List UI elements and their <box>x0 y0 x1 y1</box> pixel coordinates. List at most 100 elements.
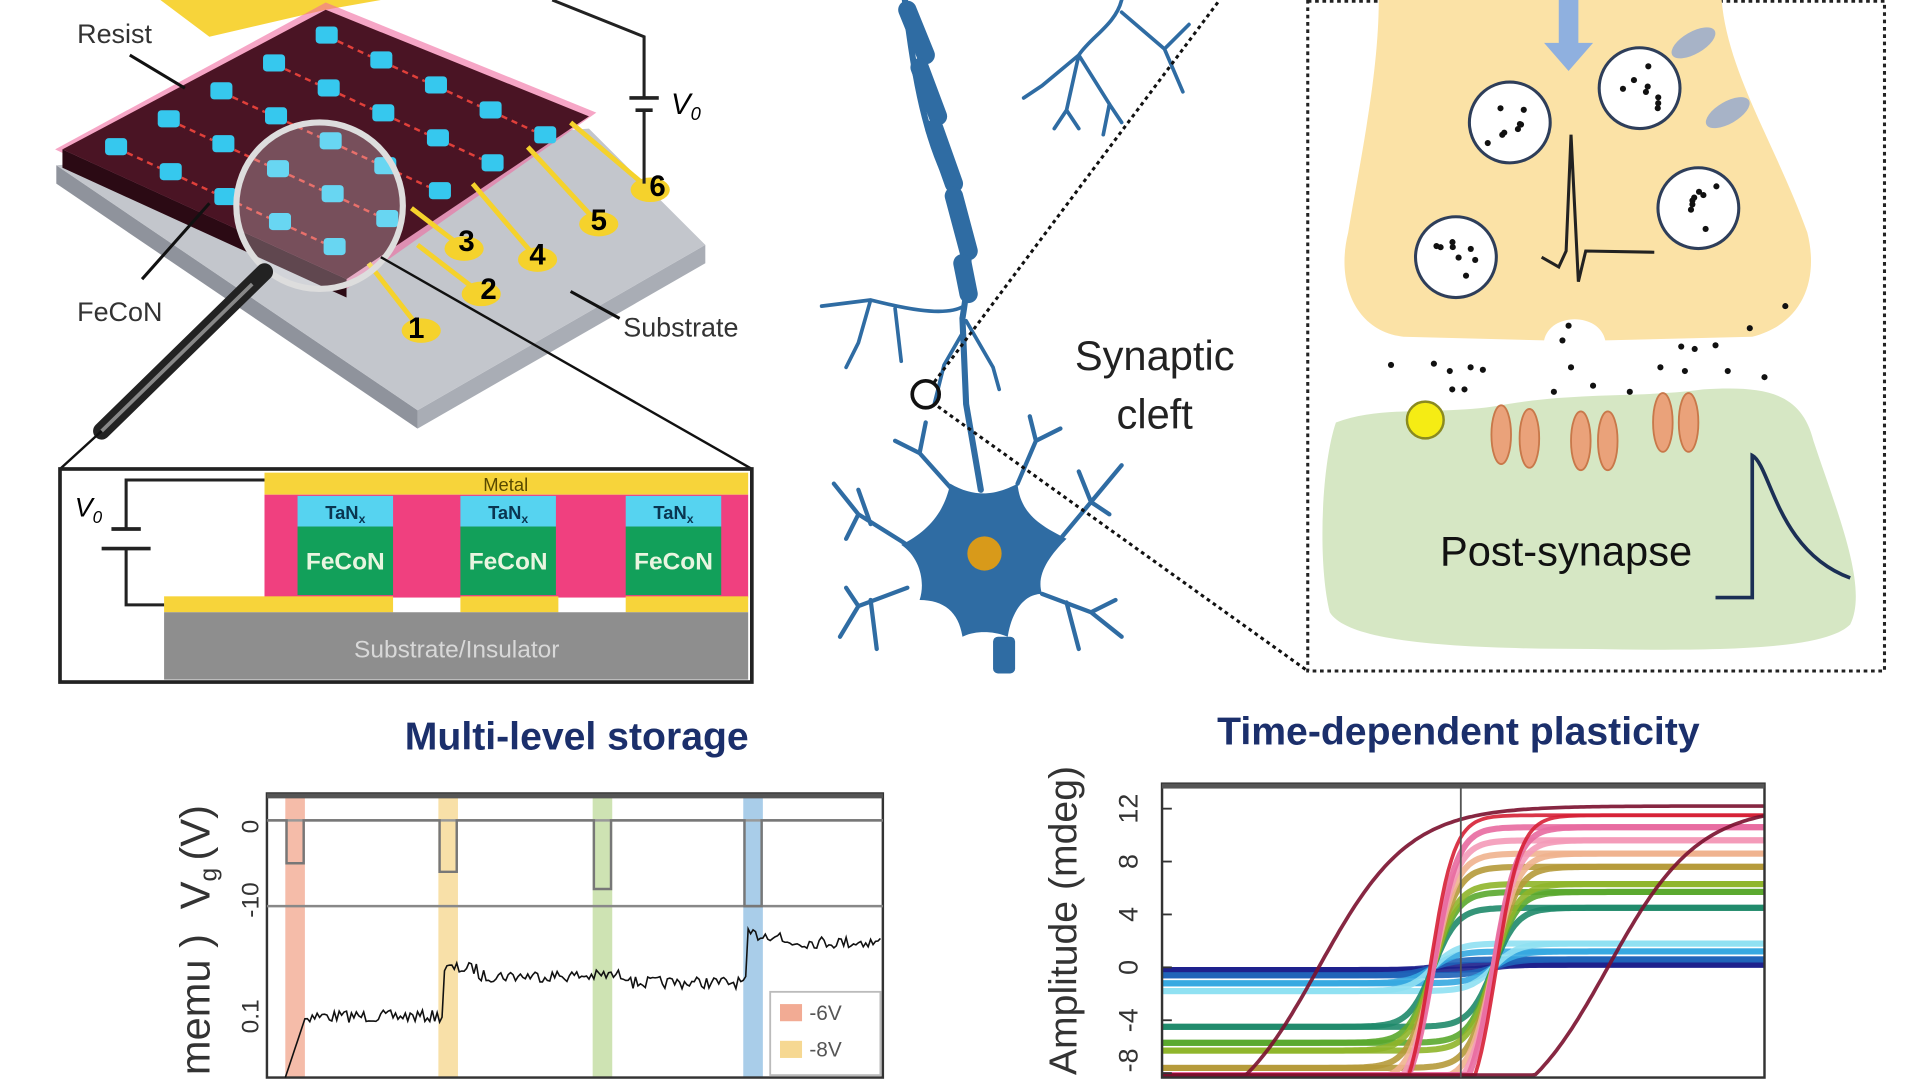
pillar <box>266 160 290 178</box>
neurotransmitter-dot <box>1565 322 1572 329</box>
pillar <box>321 185 344 203</box>
y-axis-label: Amplitude (mdeg) <box>1042 766 1085 1075</box>
bottom-electrode-2 <box>460 596 559 613</box>
legend-label: -6V <box>809 1002 841 1025</box>
connection-line <box>233 148 268 167</box>
synapse-detail: Post-synapse <box>1306 0 1887 673</box>
pillar <box>426 129 449 147</box>
ytick-minus-10: -10 <box>237 882 264 917</box>
bottom-electrode-3 <box>625 596 749 613</box>
magnifier-handle-highlight <box>100 282 254 433</box>
neurotransmitter-dot <box>1467 245 1474 252</box>
cell-2: TaNx FeCoN <box>460 495 556 596</box>
plot-top-border <box>266 793 883 799</box>
lead <box>366 261 424 333</box>
legend-swatch <box>780 1004 803 1022</box>
lead <box>470 182 540 262</box>
synapse-highlight-circle <box>910 378 942 410</box>
chart-title: Multi-level storage <box>405 715 749 758</box>
svg-text:FeCoN: FeCoN <box>469 548 548 575</box>
pillar <box>376 210 399 228</box>
vesicle-membrane <box>1597 46 1682 131</box>
connection-line <box>181 176 215 195</box>
neurotransmitter-dot <box>1472 256 1479 264</box>
hysteresis-loop <box>1162 956 1765 979</box>
y-tick-label: -4 <box>1114 1008 1144 1032</box>
connection-line <box>339 92 373 111</box>
y-axis-label-m: memu ) <box>171 934 218 1075</box>
pillar <box>481 154 504 172</box>
neurotransmitter-dot <box>1433 242 1440 250</box>
descending-branch <box>1162 956 1765 979</box>
neurotransmitter-dot <box>1497 105 1504 112</box>
synaptic-cleft-label-1: Synaptic <box>1075 332 1235 379</box>
substrate-side-right <box>417 244 706 429</box>
pillar <box>105 138 128 156</box>
connection-line <box>235 201 270 220</box>
receptors <box>1490 392 1700 472</box>
legend-label: -8V <box>809 1039 841 1062</box>
pad-leads <box>366 120 652 333</box>
cross-section: Metal TaNx FeCoN TaNx FeCoN TaNx FeCoN S… <box>58 467 754 684</box>
pad-2: 2 <box>461 273 501 307</box>
substrate-insulator-label: Substrate/Insulator <box>354 637 559 664</box>
svg-text:FeCoN: FeCoN <box>634 548 713 575</box>
magnifier-lens <box>233 119 406 293</box>
bottom-electrode-1 <box>164 596 394 613</box>
svg-text:3: 3 <box>458 225 474 258</box>
fecon-arrow <box>140 202 211 281</box>
connection-line <box>284 67 319 86</box>
neurotransmitter-dot <box>1567 364 1575 371</box>
svg-text:TaNx: TaNx <box>488 502 528 526</box>
axon-hillock <box>993 636 1016 674</box>
metal-label: Metal <box>483 474 528 495</box>
connection-line <box>341 145 375 164</box>
neurotransmitter-dot <box>1678 343 1685 350</box>
postsynapse <box>1322 388 1856 650</box>
substrate-insulator <box>164 612 749 680</box>
legend-swatch <box>780 1040 803 1058</box>
hysteresis-loop <box>1162 804 1765 1077</box>
neurotransmitter-dot <box>1655 100 1662 107</box>
cell-3: TaNx FeCoN <box>625 495 722 596</box>
hysteresis-loop <box>1162 904 1765 1030</box>
neurotransmitter-dot <box>1782 303 1789 310</box>
synaptic-cleft-label-2: cleft <box>1117 391 1194 438</box>
myelin-sheaths <box>898 0 978 304</box>
y-tick-label: 12 <box>1114 794 1144 824</box>
y-axis-label-vg: Vg(V) <box>171 805 222 909</box>
neurotransmitter-dot <box>1467 364 1474 371</box>
neurotransmitter-dot <box>1520 106 1527 113</box>
descending-branch <box>1162 940 1765 995</box>
connection-line <box>446 89 481 108</box>
hysteresis-loop <box>1162 888 1765 1046</box>
neurotransmitter-dot <box>1644 83 1651 90</box>
resist-label: Resist <box>77 19 152 49</box>
pulse-band <box>438 795 458 1078</box>
descending-branch <box>1162 863 1765 1071</box>
neurotransmitter-dot <box>1655 94 1662 101</box>
descending-branch <box>1162 881 1765 1054</box>
neurotransmitters <box>1387 303 1789 395</box>
hysteresis-loop <box>1162 863 1765 1071</box>
nucleus <box>967 536 1002 571</box>
chart-time-dependent-plasticity: Time-dependent plasticity 12 8 4 0 -4 -8 Ampl… <box>1042 710 1766 1079</box>
legend: -6V -8V <box>769 990 882 1077</box>
postsynaptic-potential-curve <box>1715 452 1851 600</box>
connection-line <box>288 173 323 192</box>
neurotransmitter-dot <box>1462 272 1470 279</box>
neurotransmitter-dot <box>1702 225 1709 233</box>
neurotransmitter-dot <box>1724 367 1731 375</box>
y-tick-label: 8 <box>1114 854 1144 869</box>
resist-front <box>62 149 347 298</box>
neurotransmitter-dot <box>1387 361 1395 368</box>
svg-text:6: 6 <box>649 170 665 203</box>
pad-3: 3 <box>444 225 484 261</box>
neurotransmitter-dot <box>1691 345 1698 353</box>
pillar <box>534 126 557 144</box>
vesicle-membrane <box>1656 166 1741 251</box>
pads: 1 2 3 4 5 6 <box>401 170 670 345</box>
neurotransmitter-dot <box>1691 194 1698 201</box>
myelin-sheath <box>944 186 978 261</box>
